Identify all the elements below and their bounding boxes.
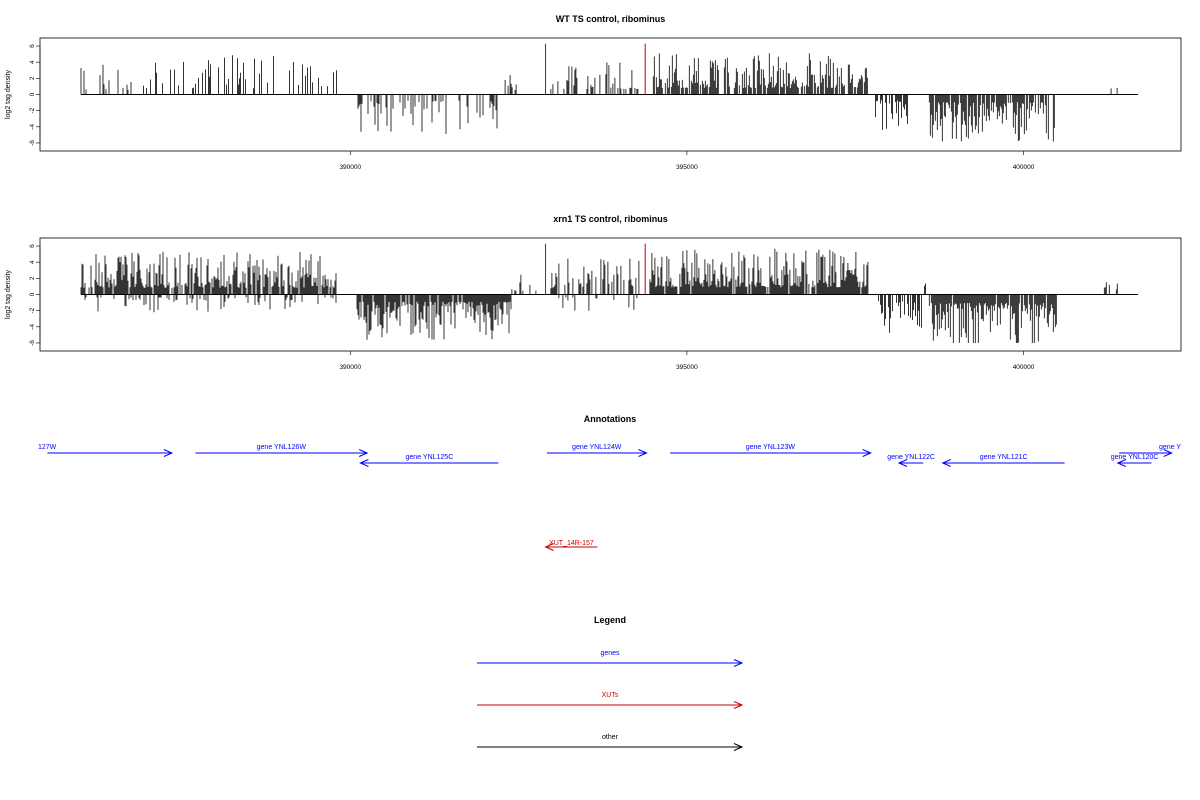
y-axis-label: log2 tag density (5, 269, 12, 319)
gene-arrow (670, 449, 872, 457)
annotations-panel: Annotations 127W gene YNL126W gene YNL125C g… (38, 414, 1181, 551)
legend-label: XUTs (602, 692, 619, 699)
x-tick-label: 395000 (676, 164, 698, 171)
arrow-head (941, 459, 951, 467)
gene-arrow (546, 449, 648, 457)
arrow-head (163, 449, 174, 457)
arrow-head (544, 543, 554, 551)
gene-arrow (1119, 449, 1173, 457)
gene-arrow (359, 459, 499, 467)
xut-arrow (544, 543, 598, 551)
y-tick-label: -4 (29, 124, 36, 130)
gene-label: gene YNL121C (980, 454, 1028, 461)
y-tick-label: -4 (29, 324, 36, 330)
y-tick-label: -2 (29, 107, 36, 113)
gene-label: gene YNL123W (746, 444, 796, 451)
x-tick-label: 400000 (1013, 164, 1035, 171)
arrow-head (359, 459, 369, 467)
arrow-head (638, 449, 648, 457)
legend-arrow (477, 701, 744, 709)
arrow-head (897, 459, 908, 467)
y-tick-label: 4 (29, 260, 36, 264)
arrow-head (733, 701, 744, 709)
density-bars (80, 53, 1118, 142)
xut-label: XUT_14R-157 (549, 540, 594, 547)
y-tick-label: 4 (29, 60, 36, 64)
gene-arrow (1116, 459, 1152, 467)
gene-label: gene YNL124W (572, 444, 622, 451)
y-tick-label: 0 (29, 92, 36, 96)
x-tick-label: 395000 (676, 364, 698, 371)
arrow-head (1116, 459, 1127, 467)
legend-title: Legend (594, 615, 626, 625)
x-tick-label: 390000 (339, 164, 361, 171)
gene-label: gene YNL122C (887, 454, 935, 461)
legend-arrow (477, 743, 744, 751)
x-tick-label: 390000 (339, 364, 361, 371)
y-axis-label: log2 tag density (5, 69, 12, 119)
wt-track-panel: WT TS control, ribominus -6 -4 -2 0 2 4 6 log2 t… (5, 14, 1182, 171)
legend-panel: Legend genes XUTs other (477, 615, 744, 751)
annotations-title: Annotations (584, 414, 637, 424)
y-tick-label: 0 (29, 292, 36, 296)
gene-label: gene YNL120C (1111, 454, 1159, 461)
gene-arrow (195, 449, 369, 457)
gene-label: gene YNL126W (257, 444, 307, 451)
gene-label: gene Y (1159, 444, 1181, 451)
x-tick-label: 400000 (1013, 364, 1035, 371)
y-tick-label: -2 (29, 307, 36, 313)
gene-label: gene YNL125C (406, 454, 454, 461)
y-tick-label: 2 (29, 76, 36, 80)
arrow-head (733, 659, 744, 667)
y-tick-label: -6 (29, 340, 36, 346)
y-tick-label: 2 (29, 276, 36, 280)
chart-title: WT TS control, ribominus (556, 14, 666, 24)
arrow-head (358, 449, 369, 457)
y-tick-label: 6 (29, 244, 36, 248)
gene-arrow (897, 459, 924, 467)
gene-arrow (47, 449, 174, 457)
y-tick-label: -6 (29, 140, 36, 146)
density-bars (80, 248, 1118, 343)
arrow-head (1163, 449, 1173, 457)
chart-title: xrn1 TS control, ribominus (553, 214, 668, 224)
arrow-head (862, 449, 872, 457)
y-tick-label: 6 (29, 44, 36, 48)
legend-label: genes (600, 650, 620, 657)
gene-label: 127W (38, 444, 57, 451)
xrn1-track-panel: xrn1 TS control, ribominus -6 -4 -2 0 2 4 6 log2… (5, 214, 1182, 371)
gene-arrow (941, 459, 1065, 467)
arrow-head (733, 743, 744, 751)
legend-label: other (602, 734, 619, 741)
legend-arrow (477, 659, 744, 667)
